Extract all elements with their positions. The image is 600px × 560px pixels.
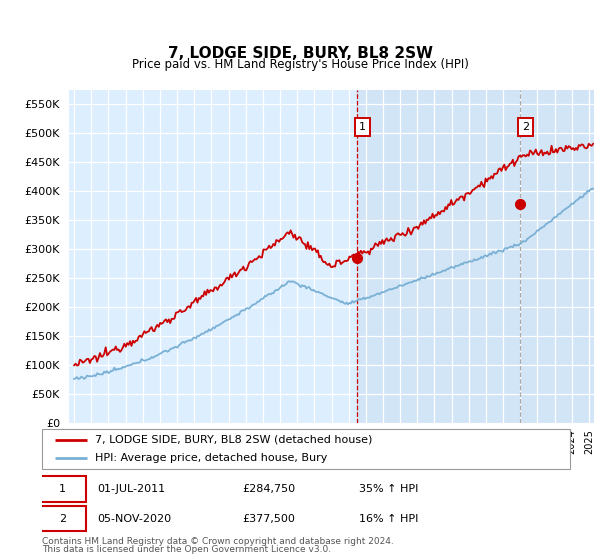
Text: 35% ↑ HPI: 35% ↑ HPI [359, 484, 418, 494]
Text: 7, LODGE SIDE, BURY, BL8 2SW: 7, LODGE SIDE, BURY, BL8 2SW [167, 46, 433, 60]
Text: HPI: Average price, detached house, Bury: HPI: Average price, detached house, Bury [95, 454, 327, 463]
Text: 2: 2 [522, 122, 529, 132]
FancyBboxPatch shape [40, 506, 86, 531]
Text: Price paid vs. HM Land Registry's House Price Index (HPI): Price paid vs. HM Land Registry's House … [131, 58, 469, 71]
Text: This data is licensed under the Open Government Licence v3.0.: This data is licensed under the Open Gov… [42, 545, 331, 554]
Text: 2: 2 [59, 514, 66, 524]
FancyBboxPatch shape [42, 429, 570, 469]
Text: 1: 1 [59, 484, 66, 494]
Text: 01-JUL-2011: 01-JUL-2011 [97, 484, 166, 494]
Text: 05-NOV-2020: 05-NOV-2020 [97, 514, 172, 524]
Text: 1: 1 [359, 122, 366, 132]
Text: £284,750: £284,750 [242, 484, 296, 494]
Text: £377,500: £377,500 [242, 514, 296, 524]
Text: 16% ↑ HPI: 16% ↑ HPI [359, 514, 418, 524]
FancyBboxPatch shape [40, 477, 86, 502]
Text: 7, LODGE SIDE, BURY, BL8 2SW (detached house): 7, LODGE SIDE, BURY, BL8 2SW (detached h… [95, 435, 372, 445]
Text: Contains HM Land Registry data © Crown copyright and database right 2024.: Contains HM Land Registry data © Crown c… [42, 538, 394, 547]
Bar [357, 90, 600, 423]
